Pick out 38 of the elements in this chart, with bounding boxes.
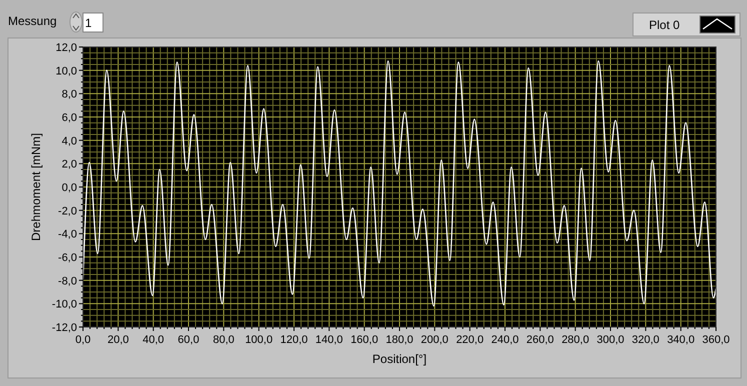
y-tick-label: 4,0 <box>62 135 77 148</box>
x-tick-label: 120,0 <box>280 334 308 346</box>
y-tick-label: -12,0 <box>52 322 77 334</box>
y-tick-label: -2,0 <box>58 205 77 218</box>
x-tick-label: 300,0 <box>596 334 624 346</box>
y-tick-label: 10,0 <box>56 65 77 78</box>
y-tick-label: 6,0 <box>62 112 77 124</box>
x-tick-label: 60,0 <box>178 334 200 346</box>
x-tick-label: 160,0 <box>350 334 378 346</box>
x-tick-label: 260,0 <box>526 334 554 346</box>
y-axis-title: Drehmoment [mNm] <box>29 132 43 242</box>
y-tick-label: 2,0 <box>62 158 77 171</box>
x-tick-label: 200,0 <box>420 334 448 346</box>
legend-label: Plot 0 <box>649 18 680 32</box>
x-tick-label: 140,0 <box>315 334 343 346</box>
x-tick-label: 280,0 <box>562 334 590 346</box>
x-tick-label: 220,0 <box>456 334 484 346</box>
x-tick-label: 180,0 <box>386 334 414 346</box>
x-tick-label: 100,0 <box>245 334 273 346</box>
x-tick-label: 340,0 <box>667 334 695 346</box>
line-series <box>82 60 717 307</box>
y-tick-label: 0,0 <box>62 182 77 194</box>
x-tick-label: 40,0 <box>142 334 164 346</box>
y-tick-label: 8,0 <box>62 88 77 101</box>
y-tick-label: -4,0 <box>58 228 77 241</box>
y-tick-label: -8,0 <box>58 275 77 288</box>
x-tick-label: 360,0 <box>702 334 730 346</box>
x-axis-title: Position[°] <box>372 352 427 366</box>
text: 1 <box>85 16 92 30</box>
text: Messung <box>8 14 57 28</box>
x-tick-label: 240,0 <box>491 334 519 346</box>
y-tick-label: -10,0 <box>52 298 77 311</box>
x-tick-label: 320,0 <box>632 334 660 346</box>
x-tick-label: 80,0 <box>212 334 234 346</box>
x-tick-label: 20,0 <box>107 334 129 346</box>
y-tick-label: -6,0 <box>58 252 77 264</box>
x-tick-label: 0,0 <box>75 334 91 346</box>
y-tick-label: 12,0 <box>56 42 77 54</box>
